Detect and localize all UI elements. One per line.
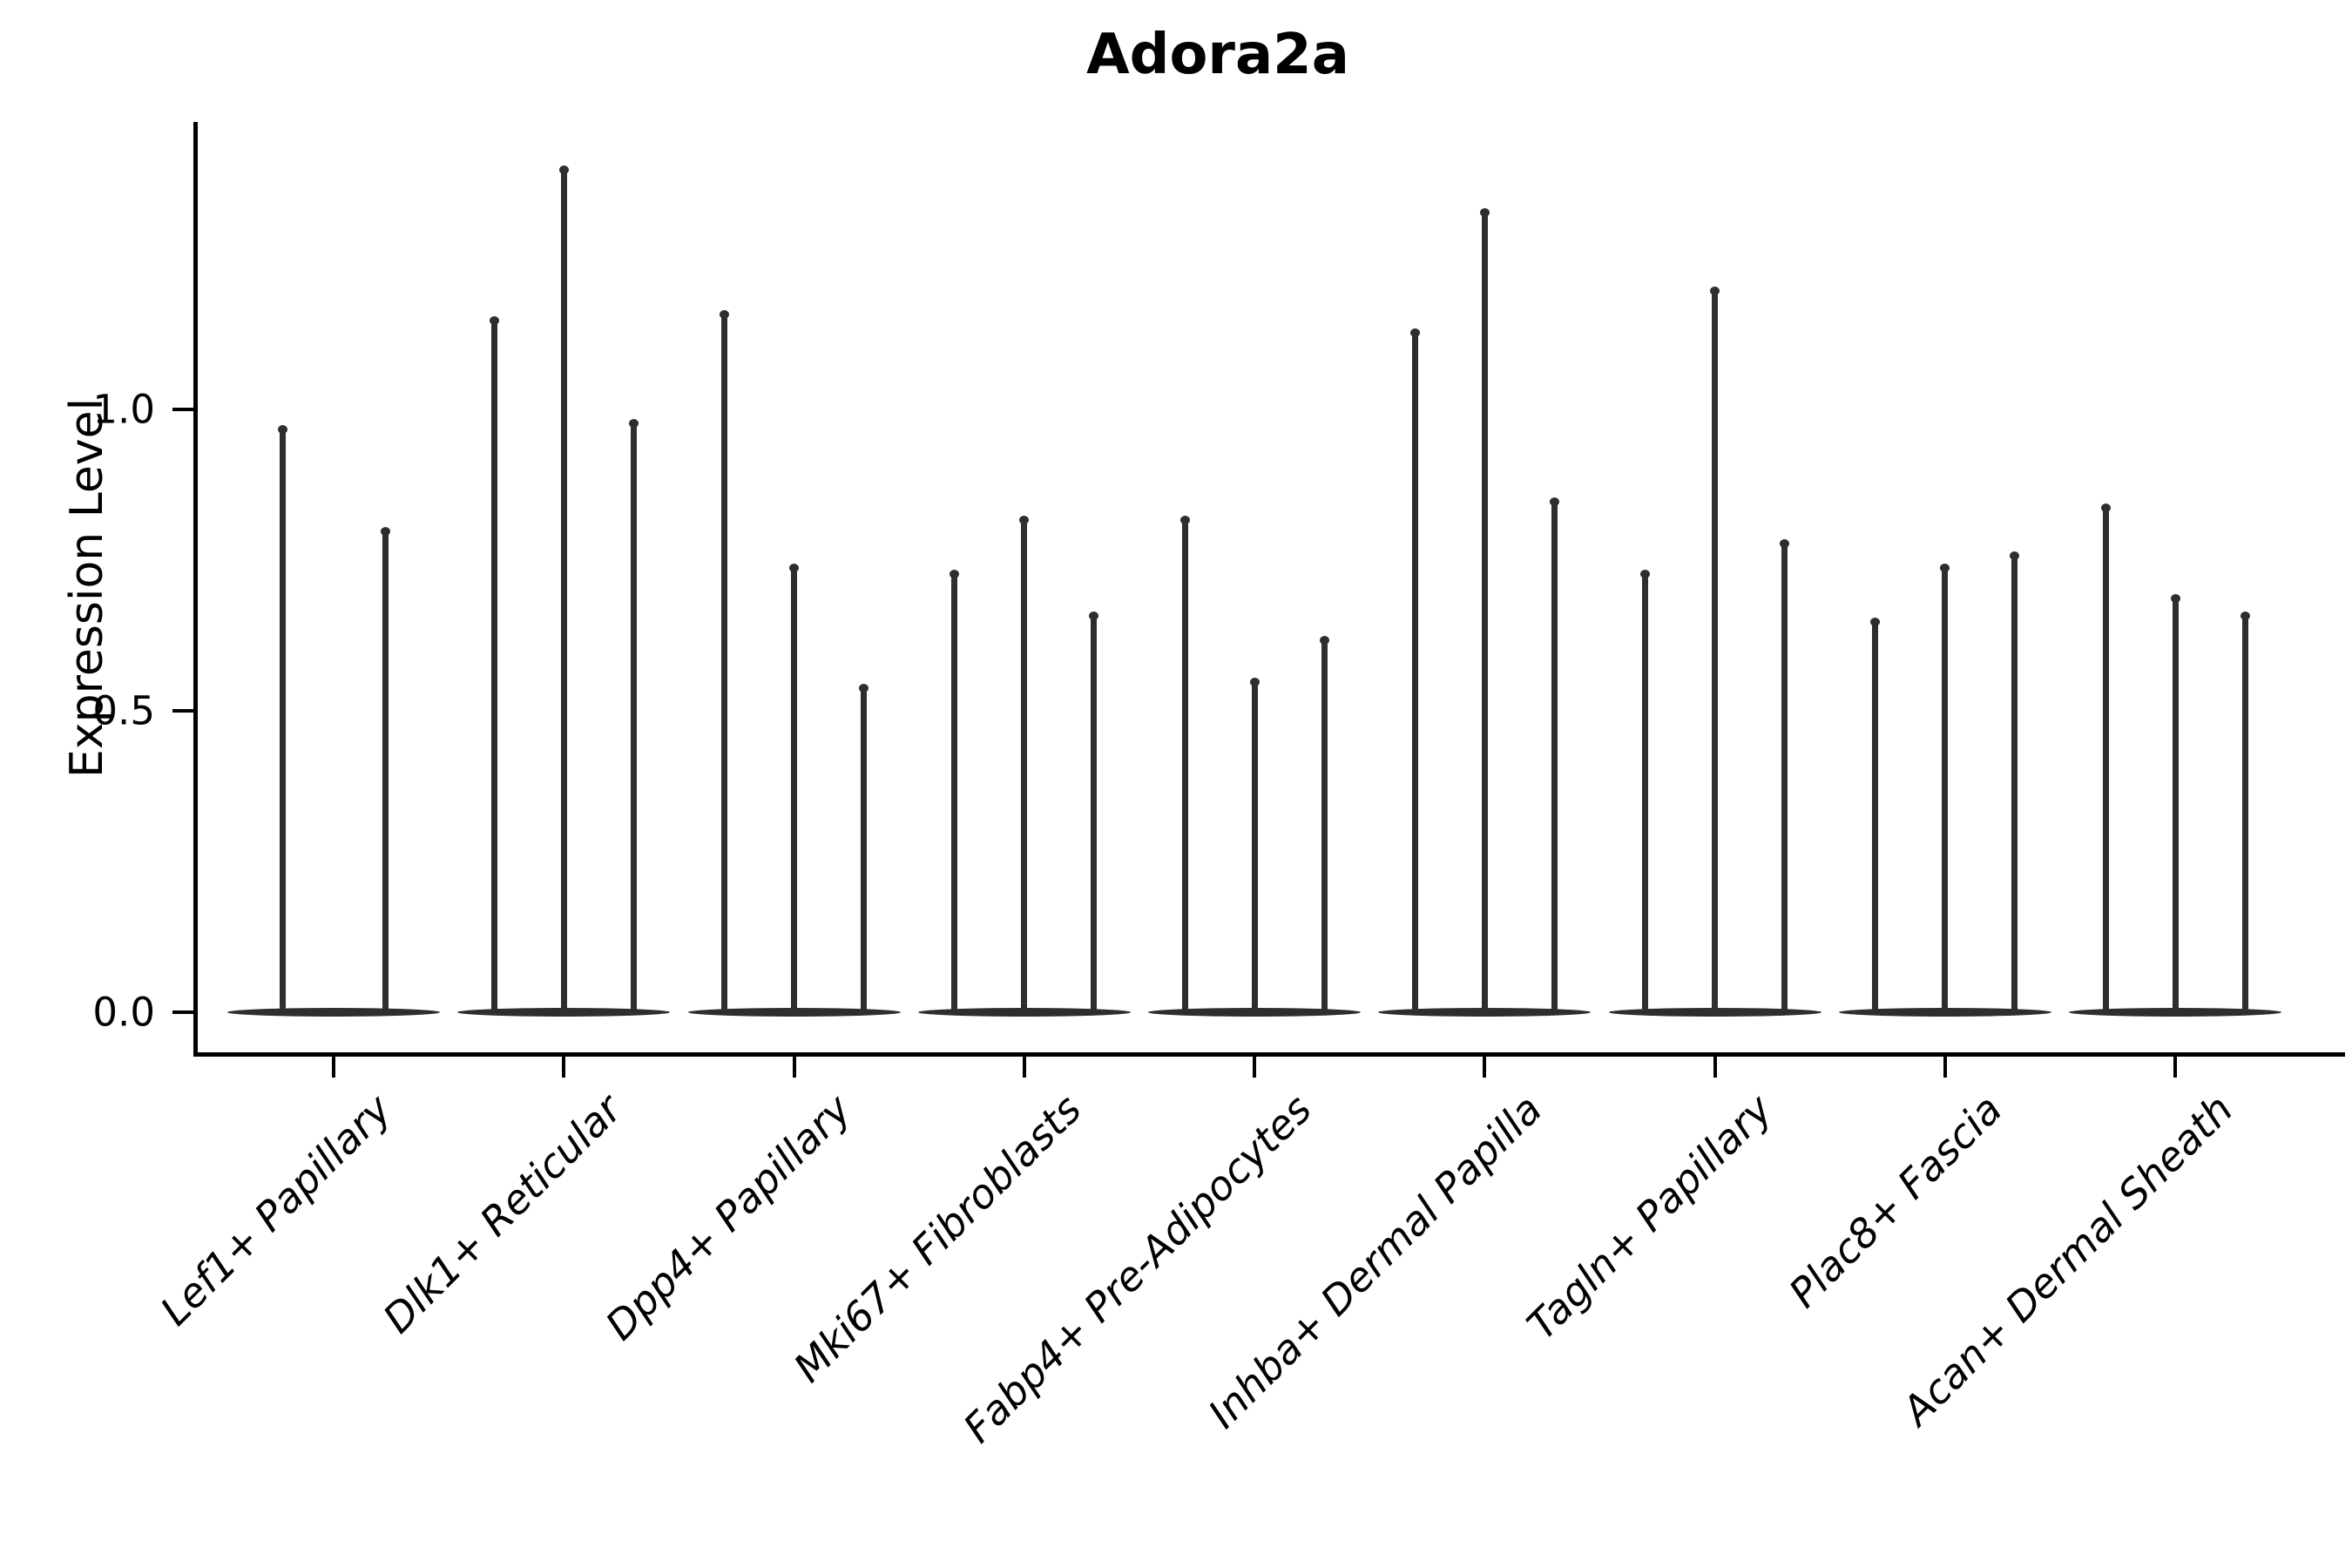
violin-spike-cap <box>1409 328 1420 338</box>
violin-spike <box>1780 539 1789 1014</box>
violin-spike-cap <box>1479 207 1490 217</box>
violin-spike <box>789 563 799 1014</box>
violin-spike-cap <box>380 527 390 537</box>
violin-base <box>227 1008 440 1017</box>
y-tick-mark <box>172 709 193 713</box>
y-tick-label: 0.5 <box>92 687 155 734</box>
violin-spike-cap <box>789 563 799 572</box>
violin-spike <box>380 527 390 1014</box>
violin-spike-cap <box>1249 678 1260 687</box>
y-tick-mark <box>172 1010 193 1014</box>
violin-spike-cap <box>2170 593 2180 603</box>
violin-spike <box>558 166 569 1014</box>
violin-spike <box>628 418 639 1014</box>
violin-spike-cap <box>1549 497 1559 506</box>
x-tick-mark <box>1943 1057 1947 1078</box>
x-tick-mark <box>792 1057 796 1078</box>
violin-spike-cap <box>1179 515 1190 524</box>
violin-spike-cap <box>558 166 569 175</box>
violin-spike-cap <box>2240 612 2250 621</box>
violin-spike-cap <box>1870 618 1881 627</box>
x-tick-label: Lef1+ Papillary <box>151 1085 401 1335</box>
x-tick-mark <box>1022 1057 1026 1078</box>
violin-spike <box>950 569 960 1014</box>
violin-spike-cap <box>2010 551 2020 561</box>
violin-spike-cap <box>1640 569 1650 578</box>
violin-spike <box>1549 497 1559 1014</box>
x-tick-mark <box>332 1057 335 1078</box>
violin-spike-cap <box>1319 635 1329 645</box>
violin-spike <box>1870 618 1881 1014</box>
violin-spike <box>1640 569 1650 1014</box>
violin-spike <box>1710 286 1720 1014</box>
violin-spike-cap <box>628 418 639 428</box>
violin-spike <box>1089 612 1099 1014</box>
x-tick-mark <box>1483 1057 1487 1078</box>
violin-spike <box>720 310 729 1014</box>
violin-spike <box>2240 612 2250 1014</box>
chart-title: Adora2a <box>1086 23 1349 87</box>
x-tick-mark <box>562 1057 566 1078</box>
y-tick-label: 0.0 <box>92 989 155 1036</box>
x-tick-label: Dlk1+ Reticular <box>373 1085 631 1342</box>
x-tick-label: Dpp4+ Papillary <box>597 1085 861 1349</box>
y-tick-label: 1.0 <box>92 386 155 433</box>
x-tick-mark <box>2173 1057 2177 1078</box>
violin-spike <box>1179 515 1190 1014</box>
x-tick-label: Plac8+ Fascia <box>1780 1085 2011 1317</box>
violin-spike <box>1479 207 1490 1014</box>
x-tick-label: Tagln+ Papillary <box>1517 1085 1781 1349</box>
violin-spike-cap <box>1019 515 1030 524</box>
x-tick-mark <box>1713 1057 1717 1078</box>
violin-spike-cap <box>1940 563 1950 572</box>
violin-spike <box>1409 328 1420 1014</box>
violin-spike <box>2010 551 2020 1014</box>
violin-spike-cap <box>489 316 499 326</box>
violin-spike-cap <box>1710 286 1720 295</box>
violin-spike <box>859 684 868 1014</box>
violin-spike <box>489 316 499 1014</box>
violin-spike-cap <box>720 310 729 320</box>
x-axis-spine <box>193 1052 2345 1057</box>
violin-spike <box>1019 515 1030 1014</box>
violin-spike-cap <box>277 424 287 434</box>
violin-spike <box>2170 593 2180 1014</box>
violin-spike <box>2100 503 2111 1014</box>
violin-spike <box>1940 563 1950 1014</box>
violin-spike-cap <box>859 684 868 693</box>
violin-spike-cap <box>1780 539 1789 549</box>
y-tick-mark <box>172 408 193 411</box>
violin-spike-cap <box>950 569 960 578</box>
violin-spike-cap <box>1089 612 1099 621</box>
violin-spike <box>1249 678 1260 1014</box>
y-axis-spine <box>193 122 198 1057</box>
violin-spike-cap <box>2100 503 2111 512</box>
violin-spike <box>1319 635 1329 1014</box>
violin-spike <box>277 424 287 1014</box>
x-tick-mark <box>1253 1057 1256 1078</box>
